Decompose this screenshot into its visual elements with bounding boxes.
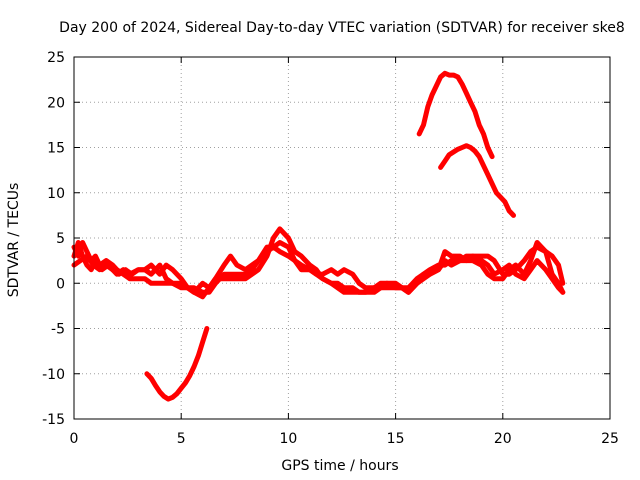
x-tick-label: 0 xyxy=(70,431,79,447)
tick-labels: 0 5 10 15 20 25 -15 -10 -5 0 5 10 15 20 25 xyxy=(42,50,619,447)
y-tick-label: 25 xyxy=(47,50,65,66)
y-tick-label: 5 xyxy=(56,231,65,247)
series-high-arc-upper xyxy=(416,70,495,160)
series-high-arc-lower xyxy=(438,143,516,218)
x-tick-label: 10 xyxy=(279,431,297,447)
y-tick-label: 15 xyxy=(47,141,65,157)
grid xyxy=(74,57,610,419)
y-tick-label: -15 xyxy=(42,412,65,428)
y-axis-label: SDTVAR / TECUs xyxy=(6,183,22,298)
y-tick-label: 20 xyxy=(47,95,65,111)
series-track-3 xyxy=(71,240,566,295)
chart-title: Day 200 of 2024, Sidereal Day-to-day VTE… xyxy=(59,20,625,36)
series-low-arc xyxy=(144,326,210,402)
y-tick-label: -10 xyxy=(42,367,65,383)
x-tick-label: 20 xyxy=(494,431,512,447)
y-tick-label: -5 xyxy=(51,322,65,338)
data-series xyxy=(71,70,566,402)
series-track-1 xyxy=(71,226,566,300)
plot-frame xyxy=(73,56,611,420)
x-axis-label: GPS time / hours xyxy=(281,458,398,474)
x-tick-label: 25 xyxy=(601,431,619,447)
x-tick-label: 15 xyxy=(387,431,405,447)
y-tick-label: 0 xyxy=(56,276,65,292)
x-tick-label: 5 xyxy=(177,431,186,447)
y-tick-label: 10 xyxy=(47,186,65,202)
